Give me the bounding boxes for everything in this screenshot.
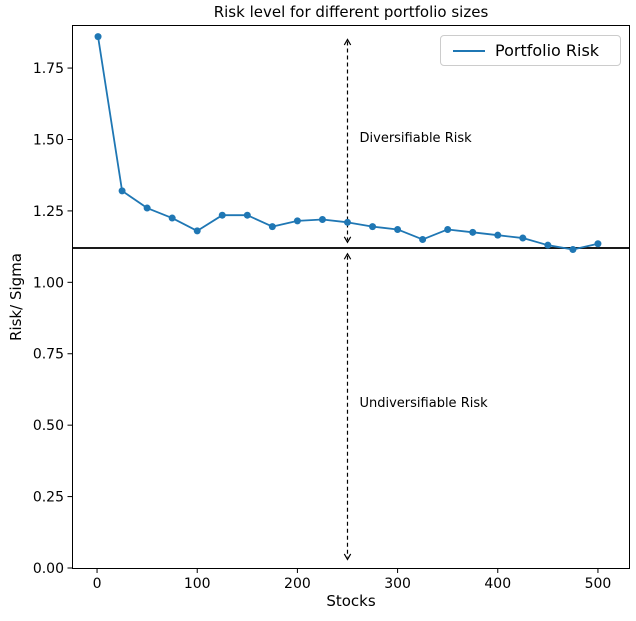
y-axis-tick-label: 0.50 [33, 418, 64, 434]
y-axis-tick-label: 0.00 [33, 561, 64, 577]
arrowhead-down-icon [343, 553, 352, 561]
data-point-marker [469, 228, 477, 236]
data-point-marker [268, 223, 276, 231]
x-axis-label: Stocks [326, 592, 376, 610]
x-axis-tick-label: 100 [184, 576, 211, 592]
data-point-marker [193, 227, 201, 235]
plot-border [72, 25, 630, 569]
data-point-marker [218, 211, 226, 219]
y-axis-tick-label: 1.75 [33, 61, 64, 77]
y-axis-tick-label: 1.00 [33, 275, 64, 291]
data-point-marker [168, 214, 176, 222]
arrowhead-up-icon [343, 38, 352, 46]
y-axis-tick-label: 0.75 [33, 347, 64, 363]
data-point-marker [318, 215, 326, 223]
data-point-marker [94, 33, 102, 41]
data-point-marker [118, 187, 126, 195]
data-point-marker [243, 211, 251, 219]
y-axis-tick-label: 1.50 [33, 132, 64, 148]
x-axis-tick-label: 200 [284, 576, 311, 592]
data-point-marker [544, 241, 552, 249]
data-point-marker [569, 245, 577, 253]
data-point-marker [343, 218, 351, 226]
data-point-marker [394, 225, 402, 233]
data-point-marker [494, 231, 502, 239]
data-point-marker [519, 234, 527, 242]
legend: Portfolio Risk [440, 35, 621, 66]
data-point-marker [419, 235, 427, 243]
arrowhead-down-icon [343, 236, 352, 244]
data-point-marker [143, 204, 151, 212]
x-axis-tick-label: 0 [93, 576, 102, 592]
x-axis-tick-label: 500 [585, 576, 612, 592]
data-point-marker [293, 217, 301, 225]
legend-label: Portfolio Risk [495, 41, 600, 60]
data-point-marker [594, 240, 602, 248]
chart-title: Risk level for different portfolio sizes [213, 3, 489, 21]
annotation-diversifiable-risk: Diversifiable Risk [359, 131, 472, 147]
x-axis-tick-label: 300 [384, 576, 411, 592]
data-point-marker [444, 225, 452, 233]
annotation-undiversifiable-risk: Undiversifiable Risk [359, 395, 488, 411]
y-axis-tick-label: 0.25 [33, 490, 64, 506]
x-axis-tick-label: 400 [484, 576, 511, 592]
y-axis-tick-label: 1.25 [33, 204, 64, 220]
legend-line-sample [453, 49, 485, 52]
arrowhead-up-icon [343, 252, 352, 260]
data-point-marker [369, 223, 377, 231]
